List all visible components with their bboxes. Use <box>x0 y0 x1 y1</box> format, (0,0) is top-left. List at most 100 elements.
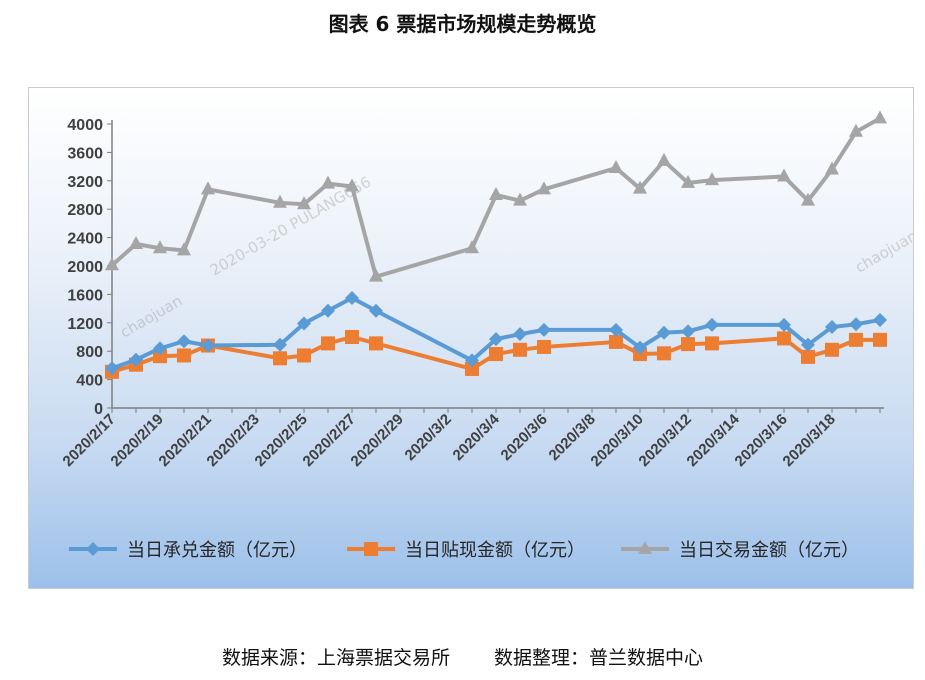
y-tick-label: 1200 <box>67 316 103 333</box>
data-point <box>873 312 887 327</box>
data-point <box>609 322 623 337</box>
data-point <box>801 349 815 364</box>
y-tick-label: 1600 <box>67 287 103 304</box>
data-point <box>297 316 311 331</box>
data-point <box>537 322 551 337</box>
x-tick-label: 2020/3/6 <box>498 411 551 464</box>
data-point <box>321 336 335 351</box>
data-point <box>465 361 479 376</box>
data-point <box>153 349 167 364</box>
data-point <box>537 339 551 354</box>
data-point <box>177 242 191 256</box>
data-point <box>273 351 287 366</box>
data-point <box>777 331 791 346</box>
data-point <box>273 194 287 208</box>
data-point <box>849 332 863 347</box>
legend-item: 当日承兑金额（亿元） <box>69 540 307 561</box>
data-point <box>201 181 215 195</box>
data-point <box>465 240 479 254</box>
y-tick-label: 800 <box>76 344 103 361</box>
series-3 <box>105 110 887 282</box>
data-point <box>345 178 359 192</box>
data-point <box>633 340 647 355</box>
data-point <box>873 110 887 124</box>
x-tick-labels: 2020/2/172020/2/192020/2/212020/2/232020… <box>60 410 839 470</box>
data-point <box>633 180 647 194</box>
data-point <box>705 317 719 332</box>
data-point <box>801 337 815 352</box>
data-point <box>177 348 191 363</box>
data-point <box>153 240 167 254</box>
legend-item: 当日交易金额（亿元） <box>621 540 859 561</box>
data-point <box>777 168 791 182</box>
data-point <box>513 327 527 342</box>
y-tick-label: 400 <box>76 373 103 390</box>
data-point <box>657 346 671 361</box>
x-tick-label: 2020/3/4 <box>450 410 504 464</box>
data-point <box>129 235 143 249</box>
y-tick-label: 0 <box>94 401 103 418</box>
x-tick-label: 2020/3/2 <box>402 411 455 464</box>
data-point <box>513 342 527 357</box>
data-point <box>657 152 671 166</box>
data-point <box>129 352 143 367</box>
data-point <box>681 337 695 352</box>
y-tick-label: 3200 <box>67 174 103 191</box>
series-1 <box>105 290 887 376</box>
data-point <box>609 160 623 174</box>
legend-label: 当日交易金额（亿元） <box>679 540 859 561</box>
y-tick-label: 2400 <box>67 231 103 248</box>
data-point <box>369 268 383 282</box>
data-point <box>609 334 623 349</box>
legend-marker <box>638 541 652 554</box>
data-point <box>825 161 839 175</box>
x-tick-label: 2020/2/29 <box>348 411 407 470</box>
data-point <box>105 257 119 271</box>
y-tick-label: 4000 <box>67 117 103 134</box>
data-point <box>489 332 503 347</box>
data-point <box>849 317 863 332</box>
data-point <box>297 196 311 210</box>
data-point <box>201 338 215 353</box>
data-point <box>537 181 551 195</box>
data-point <box>369 303 383 318</box>
y-tick-label: 2000 <box>67 259 103 276</box>
data-point <box>873 332 887 347</box>
data-point <box>705 336 719 351</box>
y-tick-label: 2800 <box>67 202 103 219</box>
y-tick-label: 3600 <box>67 145 103 162</box>
x-tick-label: 2020/3/18 <box>780 411 839 470</box>
data-point <box>849 123 863 137</box>
data-point <box>345 330 359 344</box>
data-point <box>825 342 839 357</box>
data-point <box>705 172 719 186</box>
data-point <box>153 341 167 356</box>
footer-source: 数据来源：上海票据交易所 <box>221 647 450 669</box>
data-point <box>105 361 119 376</box>
data-point <box>681 174 695 188</box>
data-point <box>657 325 671 340</box>
chart-legend: 当日承兑金额（亿元） 当日贴现金额（亿元） 当日交易金额（亿元） <box>69 540 859 561</box>
data-point <box>369 336 383 351</box>
data-point <box>345 290 359 305</box>
data-point <box>321 175 335 189</box>
footer-compiled: 数据整理：普兰数据中心 <box>494 647 704 669</box>
data-point <box>489 187 503 200</box>
legend-marker <box>364 542 378 556</box>
data-point <box>177 334 191 349</box>
data-point <box>321 303 335 318</box>
legend-item: 当日贴现金额（亿元） <box>347 540 585 561</box>
legend-label: 当日贴现金额（亿元） <box>405 540 585 561</box>
footer: 数据来源：上海票据交易所 数据整理：普兰数据中心 <box>0 643 925 670</box>
chart-series <box>105 110 887 379</box>
data-point <box>825 320 839 335</box>
data-point <box>777 317 791 332</box>
chart-frame: chaojuan 2020-03-20 PULANG656 chaojuan 0 40… <box>28 87 914 589</box>
data-point <box>297 348 311 363</box>
watermark-text: chaojuan <box>852 227 913 277</box>
data-point <box>273 337 287 352</box>
data-point <box>681 324 695 339</box>
legend-marker <box>86 542 100 556</box>
watermark-text: chaojuan <box>117 292 185 342</box>
